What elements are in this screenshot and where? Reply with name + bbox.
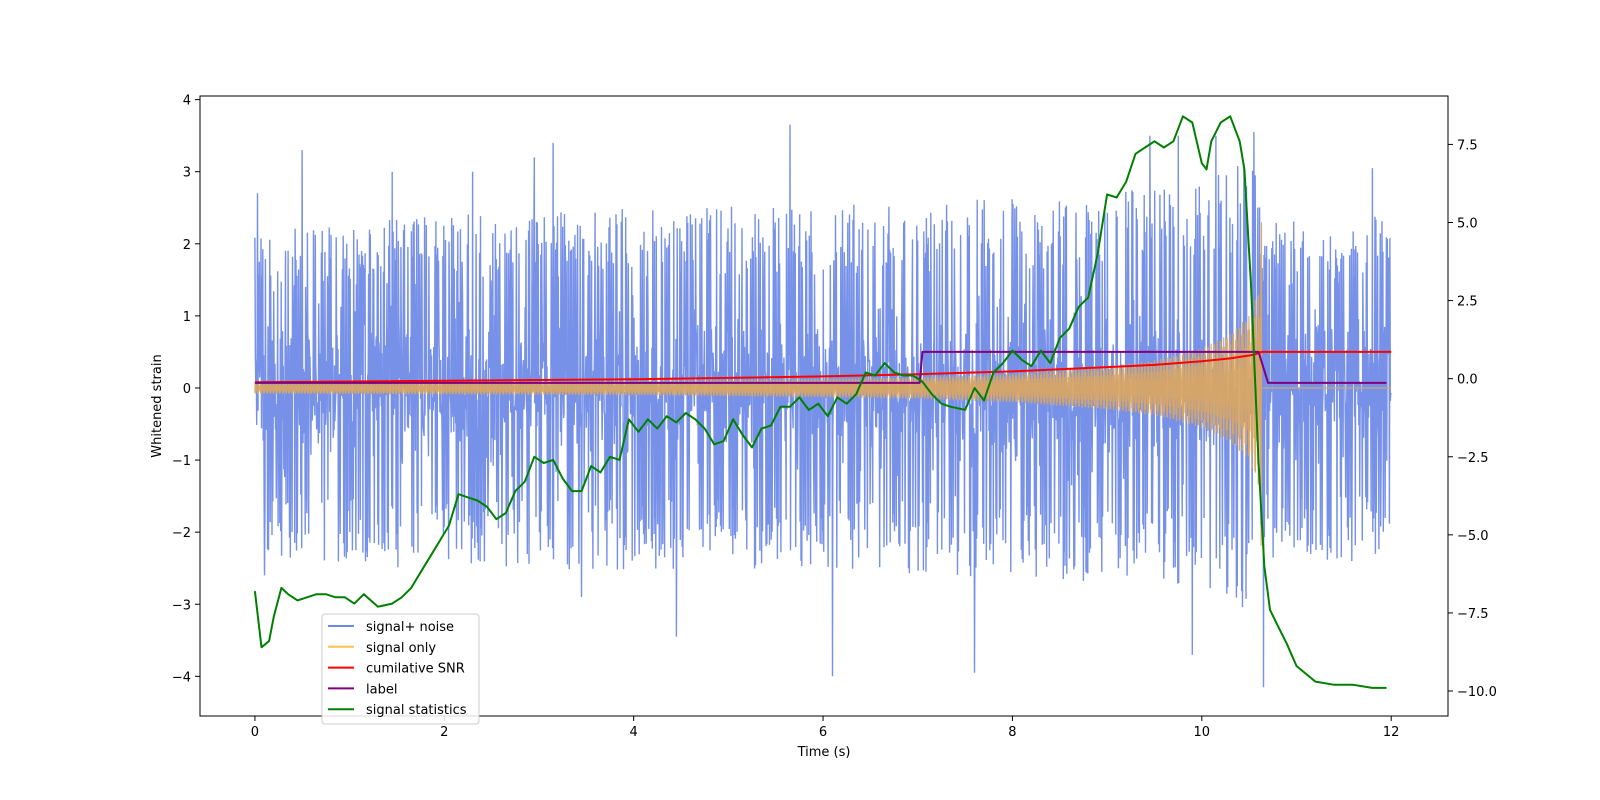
plot-area <box>253 115 1392 689</box>
legend-label: signal only <box>366 641 436 656</box>
legend-label: signal+ noise <box>366 620 454 635</box>
legend: signal+ noise signal only cumilative SNR la… <box>321 613 480 725</box>
series-label <box>254 350 1387 384</box>
y-right-tick-label: 2.5 <box>1457 295 1478 310</box>
y-tick-label: −1 <box>172 454 191 469</box>
legend-label: cumilative SNR <box>366 662 465 677</box>
x-axis-title: Time (s) <box>797 745 851 760</box>
y-right-tick-label: −5.0 <box>1457 529 1489 544</box>
y-right-tick-label: −2.5 <box>1457 451 1489 466</box>
legend-label: signal statistics <box>366 703 467 718</box>
y-tick-label: 2 <box>183 238 191 253</box>
y-axis-right: −10.0 −7.5 −5.0 −2.5 0.0 2.5 5.0 7.5 <box>1448 138 1497 700</box>
y-axis-title: Whitened strain <box>150 354 165 457</box>
y-right-tick-label: −7.5 <box>1457 607 1489 622</box>
series-signal-only <box>254 222 1392 546</box>
y-tick-label: −3 <box>172 598 191 613</box>
y-right-tick-label: −10.0 <box>1457 685 1497 700</box>
x-tick-label: 6 <box>819 725 827 740</box>
x-tick-label: 4 <box>630 725 638 740</box>
y-right-tick-label: 5.0 <box>1457 216 1478 231</box>
y-tick-label: 4 <box>183 94 191 109</box>
legend-box <box>321 613 480 725</box>
y-axis-left: −4 −3 −2 −1 0 1 2 3 4 <box>172 94 200 685</box>
y-right-tick-label: 0.0 <box>1457 373 1478 388</box>
y-right-tick-label: 7.5 <box>1457 138 1478 153</box>
x-tick-label: 2 <box>440 725 448 740</box>
y-tick-label: −2 <box>172 526 191 541</box>
y-tick-label: 0 <box>183 382 191 397</box>
series-signal-statistics <box>253 115 1387 689</box>
x-tick-label: 8 <box>1008 725 1016 740</box>
plot-frame <box>199 95 1449 717</box>
series-cumulative-snr <box>254 350 1392 384</box>
y-tick-label: 1 <box>183 310 191 325</box>
x-tick-label: 0 <box>251 725 259 740</box>
x-axis: 0 2 4 6 8 10 12 <box>251 716 1400 740</box>
x-tick-label: 10 <box>1194 725 1211 740</box>
y-tick-label: −4 <box>172 670 191 685</box>
x-tick-label: 12 <box>1383 725 1400 740</box>
legend-label: label <box>366 682 397 697</box>
y-tick-label: 3 <box>183 166 191 181</box>
